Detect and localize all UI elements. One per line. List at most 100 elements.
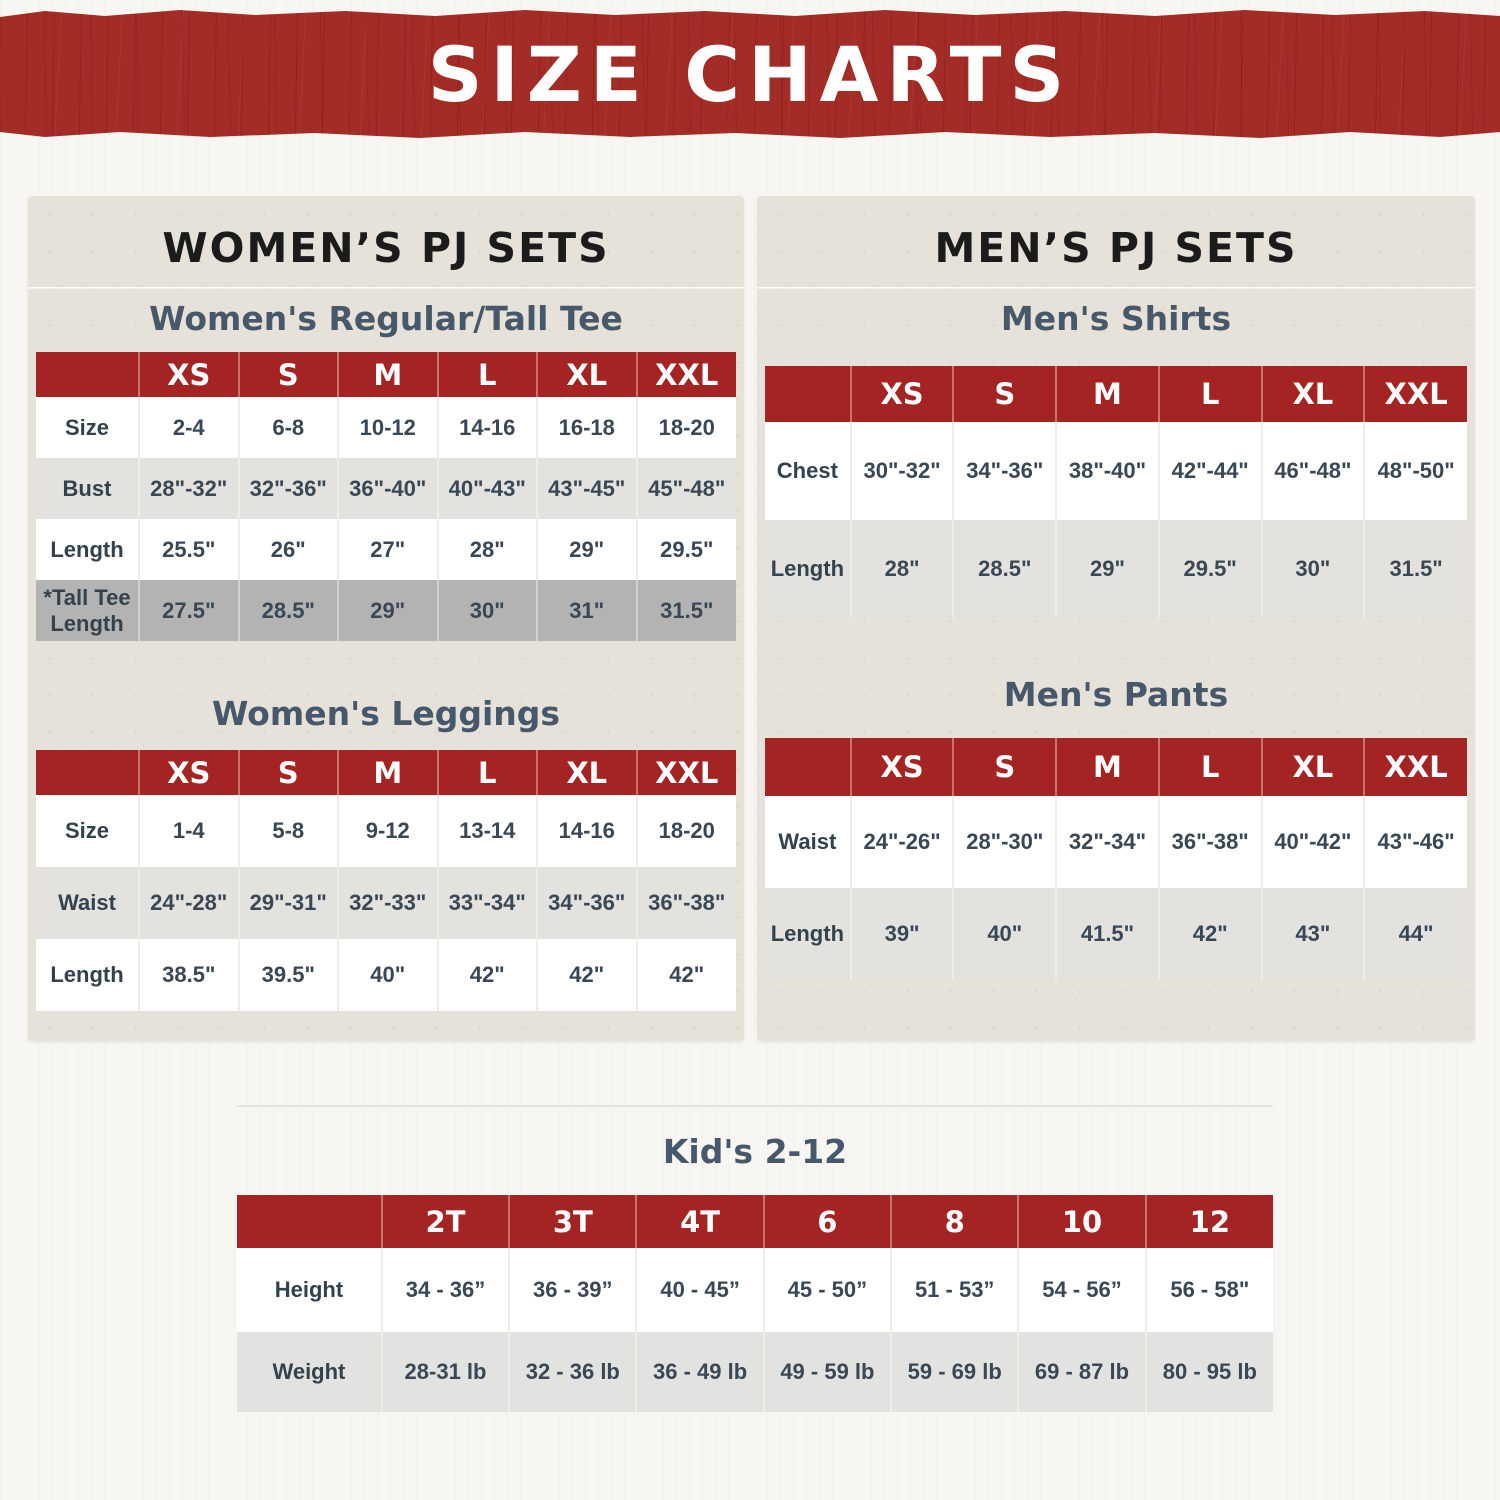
size-column-header: M — [1055, 738, 1159, 796]
size-value-cell: 25.5" — [138, 519, 239, 580]
table-row: *Tall Tee Length 27.5" 28.5" 29" 30" 31" 31.5" — [36, 580, 736, 641]
size-value-cell: 5-8 — [237, 795, 338, 867]
size-table: XS S M L XL XXL Size 2-4 6-8 10-12 14-16 16-18 18-20… — [36, 352, 736, 641]
table-row: Size 1-4 5-8 9-12 13-14 14-16 18-20 — [36, 795, 736, 867]
size-column-header: 8 — [890, 1195, 1019, 1248]
size-value-cell: 6-8 — [237, 397, 338, 458]
size-value-cell: 56 - 58" — [1144, 1248, 1273, 1332]
size-value-cell: 40"-42" — [1260, 796, 1365, 888]
size-value-cell: 42" — [1157, 888, 1262, 980]
size-value-cell: 43" — [1260, 888, 1365, 980]
size-column-header: XXL — [635, 750, 736, 795]
size-value-cell: 80 - 95 lb — [1144, 1332, 1273, 1412]
panel-divider — [757, 287, 1475, 289]
size-column-header: XL — [1260, 366, 1365, 422]
size-value-cell: 51 - 53” — [890, 1248, 1019, 1332]
table-corner-cell — [765, 366, 851, 422]
mens-panel-title: MEN’S PJ SETS — [934, 224, 1298, 272]
size-value-cell: 28" — [436, 519, 537, 580]
table-header-row: XS S M L XL XXL — [765, 738, 1467, 796]
womens-tee-subtitle: Women's Regular/Tall Tee — [149, 299, 623, 338]
size-column-header: XL — [1260, 738, 1365, 796]
table-row: Weight 28-31 lb 32 - 36 lb 36 - 49 lb 49 - 5… — [237, 1332, 1273, 1412]
size-column-header: XL — [536, 750, 637, 795]
size-column-header: L — [436, 352, 537, 397]
table-row: Length 28" 28.5" 29" 29.5" 30" 31.5" — [765, 520, 1467, 618]
size-value-cell: 42" — [436, 939, 537, 1011]
size-value-cell: 14-16 — [436, 397, 537, 458]
size-column-header: 2T — [380, 1195, 510, 1248]
size-value-cell: 69 - 87 lb — [1017, 1332, 1146, 1412]
kids-section: Kid's 2-12 2T 3T 4T 6 8 10 12 Height 34 - 36” 36 … — [237, 1105, 1273, 1412]
size-value-cell: 2-4 — [138, 397, 239, 458]
page-title: SIZE CHARTS — [427, 29, 1073, 119]
size-value-cell: 29" — [536, 519, 637, 580]
size-column-header: S — [952, 738, 1057, 796]
size-value-cell: 59 - 69 lb — [890, 1332, 1019, 1412]
row-label: Length — [36, 939, 139, 1011]
table-row: Bust 28"-32" 32"-36" 36"-40" 40"-43" 43"-45" 4… — [36, 458, 736, 519]
size-value-cell: 30"-32" — [849, 422, 954, 520]
size-column-header: M — [337, 352, 438, 397]
size-column-header: XXL — [635, 352, 736, 397]
size-column-header: 10 — [1017, 1195, 1146, 1248]
size-value-cell: 42" — [536, 939, 637, 1011]
size-value-cell: 36"-40" — [337, 458, 438, 519]
size-value-cell: 34 - 36” — [380, 1248, 510, 1332]
table-row: Height 34 - 36” 36 - 39” 40 - 45” 45 - 50” 51… — [237, 1248, 1273, 1332]
row-label: Size — [36, 397, 139, 458]
size-value-cell: 28.5" — [237, 580, 338, 641]
size-value-cell: 42"-44" — [1157, 422, 1262, 520]
row-label: Bust — [36, 458, 139, 519]
size-column-header: XS — [849, 366, 954, 422]
size-value-cell: 43"-46" — [1363, 796, 1467, 888]
size-value-cell: 9-12 — [337, 795, 438, 867]
size-value-cell: 1-4 — [138, 795, 239, 867]
kids-subtitle: Kid's 2-12 — [662, 1132, 848, 1171]
row-label: Length — [765, 520, 851, 618]
size-column-header: M — [337, 750, 438, 795]
size-table: XS S M L XL XXL Waist 24"-26" 28"-30" 32"-34" 36"-… — [765, 738, 1467, 980]
row-label: Chest — [765, 422, 851, 520]
size-column-header: S — [237, 750, 338, 795]
size-value-cell: 34"-36" — [952, 422, 1057, 520]
womens-pj-sets-panel: WOMEN’S PJ SETS Women's Regular/Tall Tee… — [28, 196, 744, 1041]
size-value-cell: 18-20 — [635, 397, 736, 458]
size-value-cell: 14-16 — [536, 795, 637, 867]
size-value-cell: 31" — [536, 580, 637, 641]
row-label: Waist — [765, 796, 851, 888]
size-value-cell: 54 - 56” — [1017, 1248, 1146, 1332]
mens-shirts-subtitle: Men's Shirts — [1000, 299, 1232, 338]
table-header-row: XS S M L XL XXL — [36, 352, 736, 397]
size-value-cell: 28" — [849, 520, 954, 618]
mens-shirts-table: XS S M L XL XXL Chest 30"-32" 34"-36" 38"-40" 42"-… — [757, 366, 1475, 618]
size-value-cell: 28"-30" — [952, 796, 1057, 888]
size-column-header: L — [436, 750, 537, 795]
womens-leggings-table: XS S M L XL XXL Size 1-4 5-8 9-12 13-14 14-16 18-20 W… — [28, 750, 744, 1011]
table-row: Waist 24"-28" 29"-31" 32"-33" 33"-34" 34"-36"… — [36, 867, 736, 939]
size-column-header: 3T — [508, 1195, 637, 1248]
size-column-header: S — [952, 366, 1057, 422]
size-value-cell: 10-12 — [337, 397, 438, 458]
table-header-row: XS S M L XL XXL — [765, 366, 1467, 422]
size-value-cell: 31.5" — [635, 580, 736, 641]
size-value-cell: 13-14 — [436, 795, 537, 867]
panel-divider — [28, 287, 744, 289]
size-value-cell: 30" — [436, 580, 537, 641]
size-charts-banner: SIZE CHARTS — [0, 10, 1500, 138]
size-column-header: 12 — [1144, 1195, 1273, 1248]
kids-size-table: 2T 3T 4T 6 8 10 12 Height 34 - 36” 36 - 39” 40 - 4… — [237, 1195, 1273, 1412]
table-corner-cell — [765, 738, 851, 796]
size-value-cell: 40 - 45” — [635, 1248, 764, 1332]
size-value-cell: 36"-38" — [635, 867, 736, 939]
size-table: XS S M L XL XXL Chest 30"-32" 34"-36" 38"-40" 42"-… — [765, 366, 1467, 618]
size-value-cell: 33"-34" — [436, 867, 537, 939]
womens-panel-title: WOMEN’S PJ SETS — [162, 224, 610, 272]
size-value-cell: 39" — [849, 888, 954, 980]
size-value-cell: 42" — [635, 939, 736, 1011]
size-column-header: 6 — [762, 1195, 892, 1248]
size-value-cell: 31.5" — [1363, 520, 1467, 618]
size-value-cell: 24"-26" — [849, 796, 954, 888]
table-header-row: 2T 3T 4T 6 8 10 12 — [237, 1195, 1273, 1248]
size-value-cell: 43"-45" — [536, 458, 637, 519]
